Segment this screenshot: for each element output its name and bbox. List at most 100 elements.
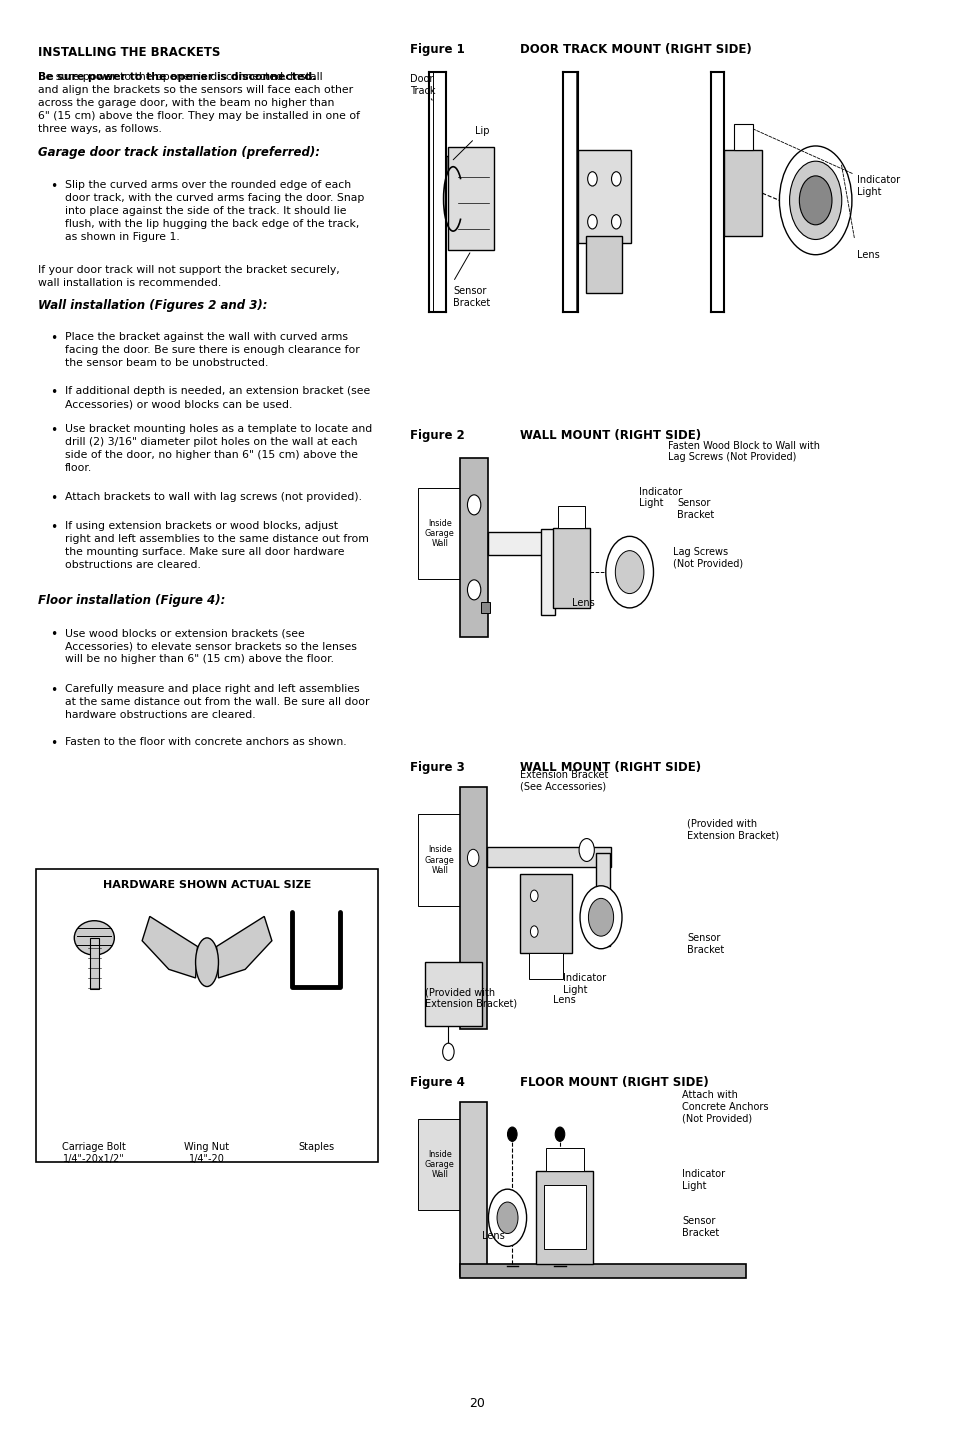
Text: •: •	[51, 628, 58, 641]
Text: DOOR TRACK MOUNT (RIGHT SIDE): DOOR TRACK MOUNT (RIGHT SIDE)	[519, 43, 751, 56]
Circle shape	[488, 1189, 526, 1246]
Circle shape	[467, 850, 478, 867]
Circle shape	[507, 1128, 517, 1142]
Bar	[543, 1185, 585, 1249]
Text: Fasten to the floor with concrete anchors as shown.: Fasten to the floor with concrete anchor…	[65, 737, 346, 747]
Circle shape	[467, 580, 480, 600]
Bar	[578, 150, 630, 243]
Text: Lens: Lens	[481, 1231, 504, 1241]
Bar	[723, 150, 761, 236]
Bar	[733, 124, 752, 150]
Bar	[545, 1148, 583, 1171]
Text: Wall installation (Figures 2 and 3):: Wall installation (Figures 2 and 3):	[38, 299, 268, 312]
Text: Fasten Wood Block to Wall with
Lag Screws (Not Provided): Fasten Wood Block to Wall with Lag Screw…	[667, 441, 819, 462]
Text: Carefully measure and place right and left assemblies
at the same distance out f: Carefully measure and place right and le…	[65, 684, 369, 720]
Circle shape	[579, 886, 621, 949]
Text: Lens: Lens	[553, 995, 576, 1005]
Text: Garage door track installation (preferred):: Garage door track installation (preferre…	[38, 146, 320, 159]
Text: Figure 2: Figure 2	[410, 429, 464, 442]
Text: Sensor
Bracket: Sensor Bracket	[681, 1216, 719, 1238]
Bar	[459, 1102, 486, 1276]
Circle shape	[588, 899, 613, 936]
Text: Attach with
Concrete Anchors
(Not Provided): Attach with Concrete Anchors (Not Provid…	[681, 1090, 768, 1123]
Bar	[519, 874, 572, 953]
Text: Carriage Bolt
1/4"-20x1/2": Carriage Bolt 1/4"-20x1/2"	[62, 1142, 126, 1163]
Polygon shape	[142, 916, 197, 977]
Bar	[459, 458, 488, 637]
Text: Lip: Lip	[453, 126, 489, 160]
Text: Figure 3: Figure 3	[410, 761, 464, 774]
Text: HARDWARE SHOWN ACTUAL SIZE: HARDWARE SHOWN ACTUAL SIZE	[103, 880, 311, 890]
Text: Use wood blocks or extension brackets (see
Accessories) to elevate sensor bracke: Use wood blocks or extension brackets (s…	[65, 628, 356, 664]
Bar	[446, 156, 456, 173]
Circle shape	[789, 162, 841, 239]
FancyBboxPatch shape	[417, 488, 461, 580]
Text: Inside
Garage
Wall: Inside Garage Wall	[424, 1149, 455, 1179]
Text: If your door track will not support the bracket securely,
wall installation is r: If your door track will not support the …	[38, 265, 339, 288]
Text: •: •	[51, 424, 58, 436]
Text: Indicator
Light: Indicator Light	[562, 973, 605, 995]
Bar	[486, 847, 610, 867]
Bar	[424, 962, 481, 1026]
Text: Sensor
Bracket: Sensor Bracket	[453, 286, 490, 308]
Bar	[459, 787, 486, 1029]
Text: (Provided with
Extension Bracket): (Provided with Extension Bracket)	[424, 987, 517, 1009]
Circle shape	[497, 1202, 517, 1234]
Bar	[529, 953, 562, 979]
Bar	[488, 532, 555, 555]
Circle shape	[799, 176, 831, 225]
Polygon shape	[216, 916, 272, 977]
Bar	[536, 1171, 593, 1264]
Bar	[553, 528, 589, 608]
Text: Sensor
Bracket: Sensor Bracket	[677, 498, 714, 519]
Text: Extension Bracket
(See Accessories): Extension Bracket (See Accessories)	[519, 770, 608, 791]
Text: Place the bracket against the wall with curved arms
facing the door. Be sure the: Place the bracket against the wall with …	[65, 332, 359, 368]
Bar	[596, 853, 609, 946]
Text: If additional depth is needed, an extension bracket (see
Accessories) or wood bl: If additional depth is needed, an extens…	[65, 386, 370, 409]
Text: Inside
Garage
Wall: Inside Garage Wall	[424, 518, 455, 548]
Circle shape	[530, 926, 537, 937]
FancyBboxPatch shape	[417, 1119, 461, 1211]
Text: •: •	[51, 492, 58, 505]
Text: Wing Nut
1/4"-20: Wing Nut 1/4"-20	[184, 1142, 230, 1163]
Text: Staples: Staples	[298, 1142, 334, 1152]
Text: INSTALLING THE BRACKETS: INSTALLING THE BRACKETS	[38, 46, 220, 59]
Circle shape	[605, 537, 653, 608]
Text: If using extension brackets or wood blocks, adjust
right and left assemblies to : If using extension brackets or wood bloc…	[65, 521, 369, 570]
Text: (Provided with
Extension Bracket): (Provided with Extension Bracket)	[686, 819, 779, 840]
Circle shape	[555, 1128, 564, 1142]
Text: Lag Screws
(Not Provided): Lag Screws (Not Provided)	[672, 547, 742, 568]
Text: WALL MOUNT (RIGHT SIDE): WALL MOUNT (RIGHT SIDE)	[519, 761, 700, 774]
Text: Sensor
Bracket: Sensor Bracket	[686, 933, 723, 954]
Circle shape	[779, 146, 851, 255]
Circle shape	[615, 551, 643, 594]
Bar	[540, 529, 555, 615]
FancyBboxPatch shape	[417, 814, 461, 906]
Circle shape	[467, 495, 480, 515]
Text: 20: 20	[469, 1397, 484, 1410]
Text: Use bracket mounting holes as a template to locate and
drill (2) 3/16" diameter : Use bracket mounting holes as a template…	[65, 424, 372, 472]
Circle shape	[611, 215, 620, 229]
Text: •: •	[51, 386, 58, 399]
Text: WALL MOUNT (RIGHT SIDE): WALL MOUNT (RIGHT SIDE)	[519, 429, 700, 442]
Circle shape	[578, 839, 594, 861]
Bar	[459, 1264, 745, 1278]
Text: Door
Track: Door Track	[410, 74, 436, 100]
Text: Indicator
Light: Indicator Light	[639, 487, 681, 508]
Text: Attach brackets to wall with lag screws (not provided).: Attach brackets to wall with lag screws …	[65, 492, 361, 502]
Ellipse shape	[195, 937, 218, 986]
Bar	[480, 601, 490, 612]
Bar	[448, 147, 494, 250]
Bar	[558, 507, 584, 528]
Circle shape	[611, 172, 620, 186]
Text: Slip the curved arms over the rounded edge of each
door track, with the curved a: Slip the curved arms over the rounded ed…	[65, 180, 364, 242]
Bar	[36, 869, 377, 1162]
Text: Figure 1: Figure 1	[410, 43, 464, 56]
Text: Figure 4: Figure 4	[410, 1076, 465, 1089]
Text: FLOOR MOUNT (RIGHT SIDE): FLOOR MOUNT (RIGHT SIDE)	[519, 1076, 708, 1089]
Text: Inside
Garage
Wall: Inside Garage Wall	[424, 846, 455, 874]
Text: •: •	[51, 737, 58, 750]
Text: •: •	[51, 180, 58, 193]
Ellipse shape	[74, 920, 114, 954]
Text: •: •	[51, 332, 58, 345]
